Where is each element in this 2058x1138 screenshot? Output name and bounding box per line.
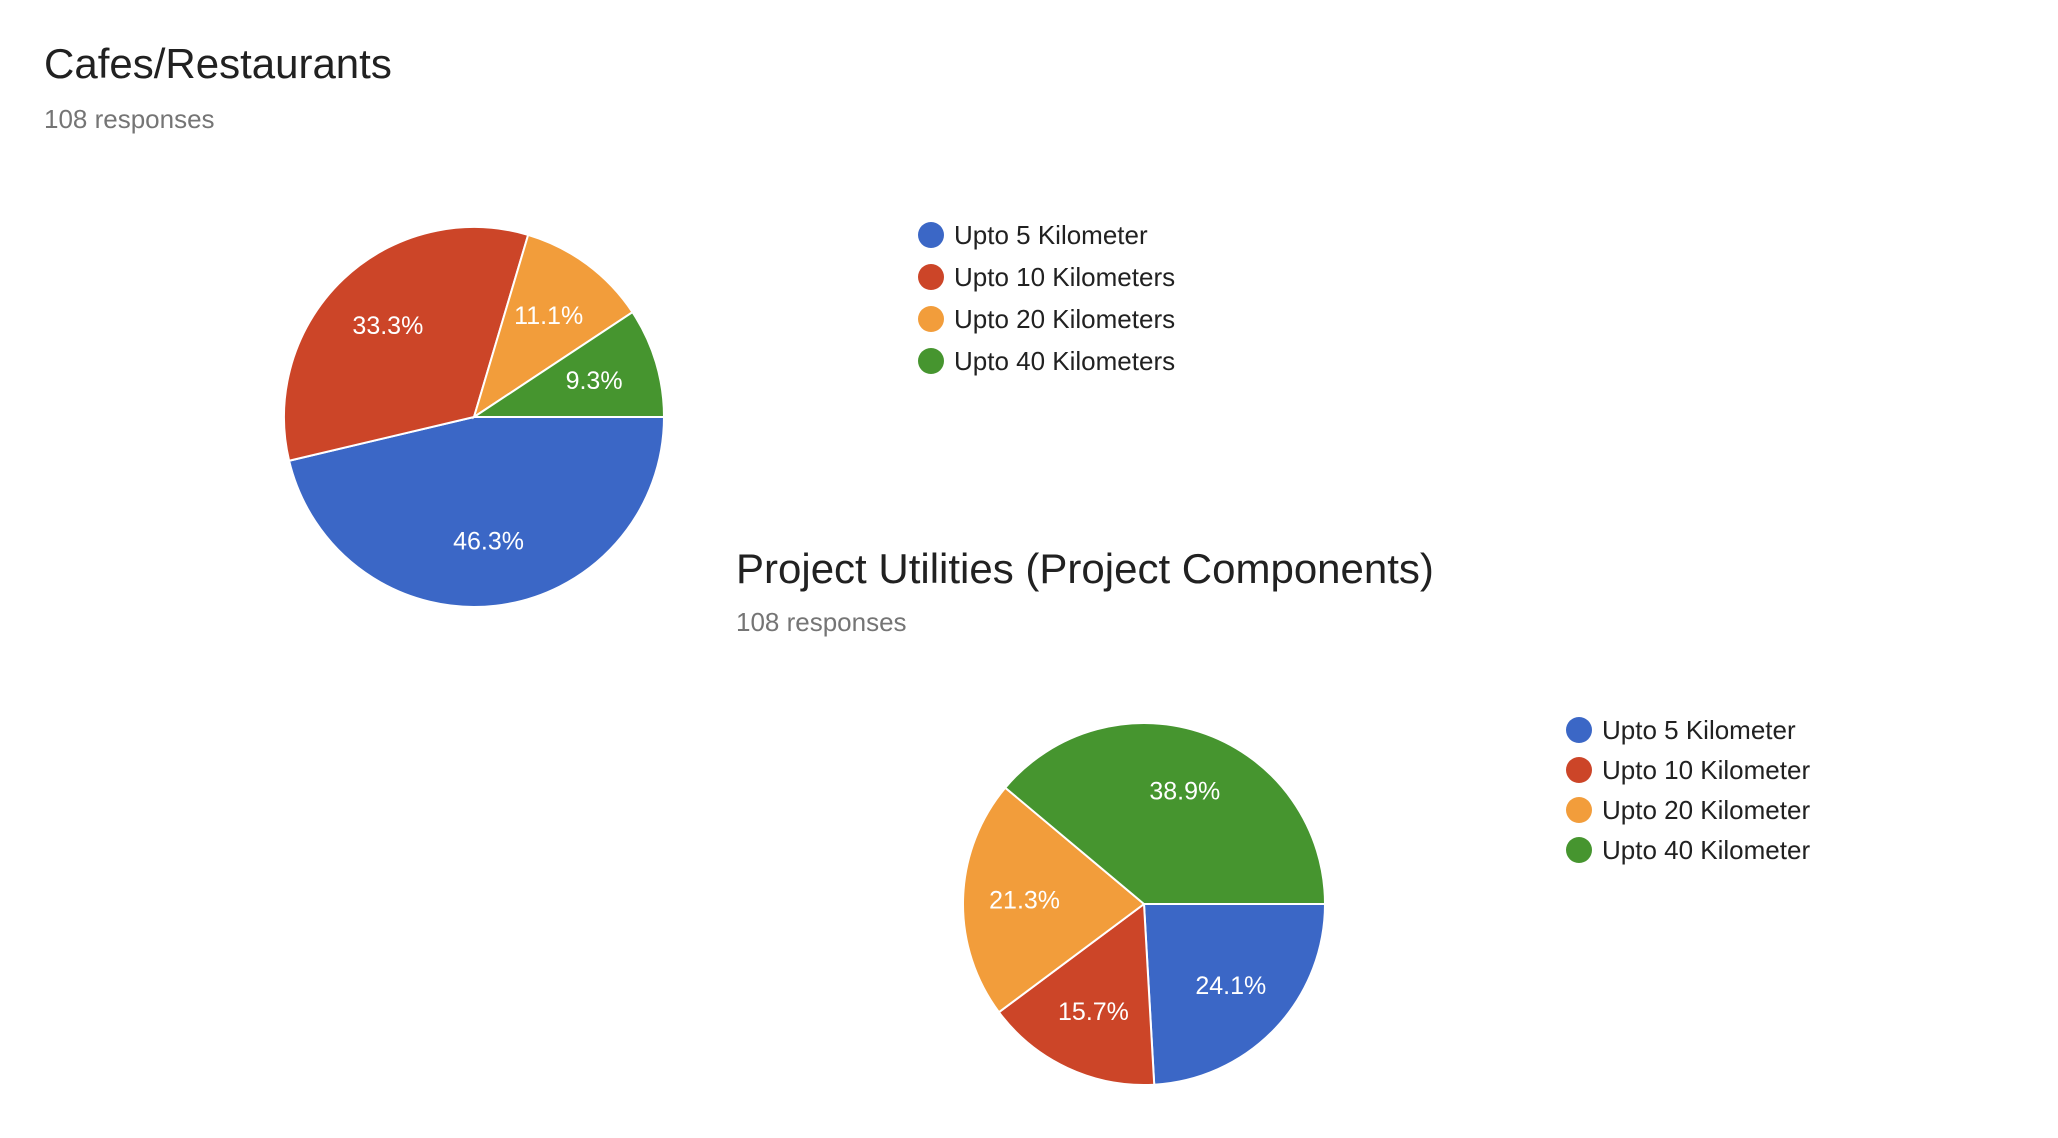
legend-swatch	[1566, 797, 1592, 823]
pie-slice-upto-20-kilometers	[472, 233, 634, 420]
pie-chart-cafes-restaurants: 46.3% 33.3% 11.1% 9.3%	[283, 226, 666, 608]
legend-swatch	[918, 306, 944, 332]
legend-item-upto-20-kilometers: Upto 20 Kilometers	[918, 298, 1175, 340]
legend: Upto 5 Kilometer Upto 10 Kilometers Upto 2…	[918, 214, 1175, 382]
legend-swatch	[918, 222, 944, 248]
legend-swatch	[1566, 717, 1592, 743]
legend-label: Upto 10 Kilometers	[954, 261, 1176, 292]
slice-label-upto-20-kilometer: 21.3%	[989, 887, 1060, 915]
pie-slice-upto-10-kilometers	[283, 226, 530, 462]
legend-swatch	[918, 264, 944, 290]
response-count: 108 responses	[736, 607, 907, 637]
slice-label-upto-40-kilometers: 9.3%	[566, 367, 623, 395]
slice-label-upto-10-kilometers: 33.3%	[352, 312, 423, 340]
legend-swatch	[1566, 837, 1592, 863]
legend-label: Upto 5 Kilometer	[1602, 714, 1796, 745]
pie-slice-upto-5-kilometer	[287, 416, 666, 608]
pie-slice-upto-10-kilometer	[997, 902, 1156, 1086]
legend-item-upto-20-kilometer: Upto 20 Kilometer	[1566, 790, 1810, 830]
legend-swatch	[918, 348, 944, 374]
legend-label: Upto 40 Kilometers	[954, 345, 1176, 376]
pie-chart-project-utilities: 24.1% 15.7% 21.3% 38.9%	[962, 722, 1327, 1086]
legend-label: Upto 40 Kilometer	[1602, 834, 1811, 865]
slice-label-upto-5-kilometer: 24.1%	[1195, 972, 1266, 1000]
pie-slice-upto-20-kilometer	[962, 786, 1146, 1014]
legend-label: Upto 5 Kilometer	[954, 219, 1148, 250]
legend-label: Upto 10 Kilometer	[1602, 754, 1811, 785]
pie-slice-upto-40-kilometer	[1003, 722, 1327, 905]
legend-item-upto-5-kilometer: Upto 5 Kilometer	[918, 214, 1175, 256]
pie-slice-upto-40-kilometers	[470, 310, 666, 418]
slice-label-upto-10-kilometer: 15.7%	[1058, 998, 1129, 1026]
legend-item-upto-40-kilometers: Upto 40 Kilometers	[918, 340, 1175, 382]
chart-title: Cafes/Restaurants	[44, 40, 392, 87]
legend-item-upto-10-kilometers: Upto 10 Kilometers	[918, 256, 1175, 298]
chart-title: Project Utilities (Project Components)	[736, 545, 1434, 592]
legend-swatch	[1566, 757, 1592, 783]
legend-label: Upto 20 Kilometer	[1602, 794, 1811, 825]
legend-item-upto-5-kilometer: Upto 5 Kilometer	[1566, 710, 1810, 750]
slice-label-upto-5-kilometer: 46.3%	[453, 528, 524, 556]
legend-item-upto-40-kilometer: Upto 40 Kilometer	[1566, 830, 1810, 870]
legend-label: Upto 20 Kilometers	[954, 303, 1176, 334]
legend-item-upto-10-kilometer: Upto 10 Kilometer	[1566, 750, 1810, 790]
legend: Upto 5 Kilometer Upto 10 Kilometer Upto 20…	[1566, 710, 1810, 870]
response-count: 108 responses	[44, 104, 215, 134]
slice-label-upto-40-kilometer: 38.9%	[1149, 778, 1220, 806]
slice-label-upto-20-kilometers: 11.1%	[514, 302, 583, 330]
pie-slice-upto-5-kilometer	[1142, 903, 1327, 1086]
